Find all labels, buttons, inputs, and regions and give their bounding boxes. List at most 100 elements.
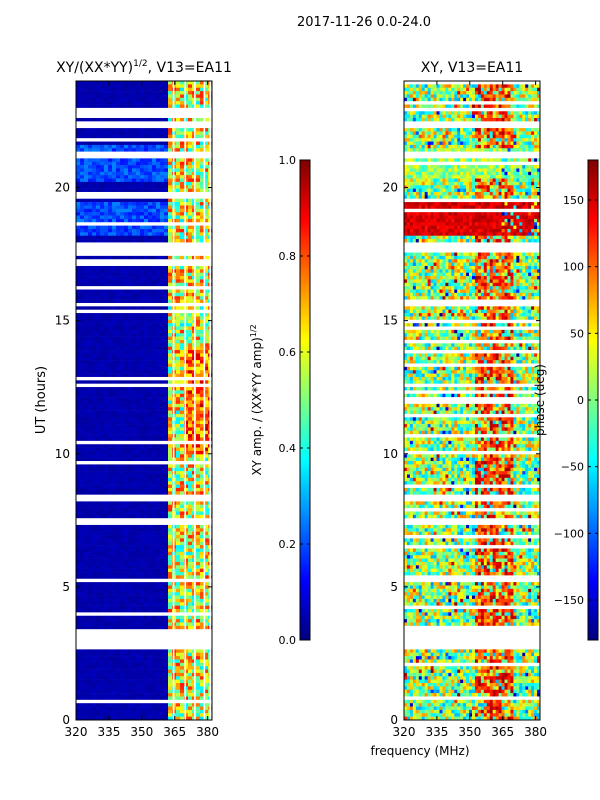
heatmap-cell [124, 683, 129, 687]
heatmap-cell [116, 205, 121, 210]
heatmap-cell [184, 595, 189, 600]
heatmap-cell [124, 84, 129, 89]
heatmap-cell [152, 535, 157, 539]
heatmap-cell [140, 228, 145, 233]
heatmap-cell [88, 168, 93, 173]
heatmap-cell [164, 585, 169, 590]
heatmap-cell [156, 360, 161, 364]
heatmap-cell [104, 430, 109, 435]
heatmap-cell [148, 413, 153, 418]
heatmap-cell [156, 504, 161, 509]
heatmap-cell [120, 91, 125, 95]
heatmap-cell [144, 228, 149, 233]
heatmap-cell [184, 393, 189, 398]
heatmap-cell [180, 323, 185, 327]
heatmap-cell [116, 541, 121, 546]
heatmap-cell [136, 353, 141, 358]
heatmap-cell [176, 380, 181, 384]
heatmap-cell [128, 265, 133, 270]
heatmap-cell [132, 410, 137, 415]
heatmap-cell [164, 541, 169, 546]
heatmap-cell [84, 683, 89, 687]
heatmap-cell [112, 104, 117, 109]
heatmap-cell [104, 134, 109, 139]
heatmap-cell [152, 662, 157, 667]
heatmap-cell [116, 504, 121, 509]
heatmap-cell [88, 538, 93, 543]
heatmap-cell [88, 477, 93, 482]
heatmap-cell [80, 511, 85, 516]
heatmap-cell [160, 353, 165, 358]
heatmap-cell [116, 437, 121, 442]
heatmap-cell [144, 467, 149, 472]
heatmap-cell [188, 84, 193, 89]
heatmap-cell [100, 225, 105, 230]
heatmap-cell [116, 672, 121, 677]
heatmap-cell [80, 407, 85, 411]
heatmap-cell [204, 672, 209, 677]
heatmap-cell [148, 350, 153, 354]
heatmap-cell [180, 531, 185, 536]
heatmap-cell [148, 454, 153, 458]
heatmap-cell [156, 141, 161, 146]
heatmap-cell [100, 380, 105, 384]
heatmap-cell [184, 333, 189, 337]
heatmap-cell [180, 528, 185, 532]
heatmap-cell [204, 323, 209, 327]
heatmap-cell [148, 528, 153, 532]
heatmap-cell [136, 666, 141, 670]
heatmap-cell [108, 508, 113, 512]
heatmap-cell [156, 94, 161, 99]
heatmap-cell [176, 329, 181, 334]
heatmap-cell [164, 205, 169, 210]
heatmap-cell [148, 575, 153, 580]
heatmap-cell [100, 239, 105, 243]
heatmap-cell [148, 329, 153, 334]
heatmap-cell [128, 582, 133, 586]
heatmap-cell [136, 619, 141, 623]
heatmap-cell [196, 363, 201, 368]
heatmap-cell [140, 128, 145, 132]
heatmap-cell [136, 659, 141, 664]
heatmap-cell [128, 339, 133, 344]
heatmap-cell [92, 313, 97, 317]
heatmap-cell [160, 171, 165, 176]
heatmap-cell [84, 188, 89, 193]
heatmap-cell [156, 659, 161, 664]
heatmap-cell [88, 548, 93, 553]
heatmap-cell [80, 336, 85, 341]
heatmap-cell [132, 84, 137, 89]
heatmap-cell [124, 370, 129, 374]
heatmap-cell [96, 239, 101, 243]
heatmap-cell [164, 323, 169, 327]
heatmap-cell [88, 148, 93, 152]
heatmap-cell [200, 134, 205, 139]
heatmap-cell [116, 447, 121, 452]
heatmap-cell [200, 212, 205, 216]
heatmap-cell [92, 481, 97, 485]
heatmap-cell [156, 158, 161, 163]
heatmap-cell [184, 474, 189, 479]
heatmap-cell [196, 561, 201, 566]
data-gap-row [76, 191, 212, 196]
heatmap-cell [120, 555, 125, 559]
heatmap-cell [100, 400, 105, 405]
heatmap-cell [184, 134, 189, 139]
heatmap-cell [108, 296, 113, 300]
heatmap-cell [132, 535, 137, 539]
heatmap-cell [180, 380, 185, 384]
heatmap-cell [104, 165, 109, 169]
heatmap-cell [120, 144, 125, 149]
heatmap-cell [156, 467, 161, 472]
heatmap-cell [112, 292, 117, 297]
heatmap-cell [80, 471, 85, 475]
heatmap-cell [152, 168, 157, 173]
heatmap-cell [88, 424, 93, 428]
heatmap-cell [148, 545, 153, 549]
heatmap-cell [204, 487, 209, 492]
heatmap-cell [180, 588, 185, 593]
heatmap-cell [108, 165, 113, 169]
heatmap-cell [84, 615, 89, 620]
heatmap-cell [168, 662, 173, 667]
heatmap-cell [184, 144, 189, 149]
